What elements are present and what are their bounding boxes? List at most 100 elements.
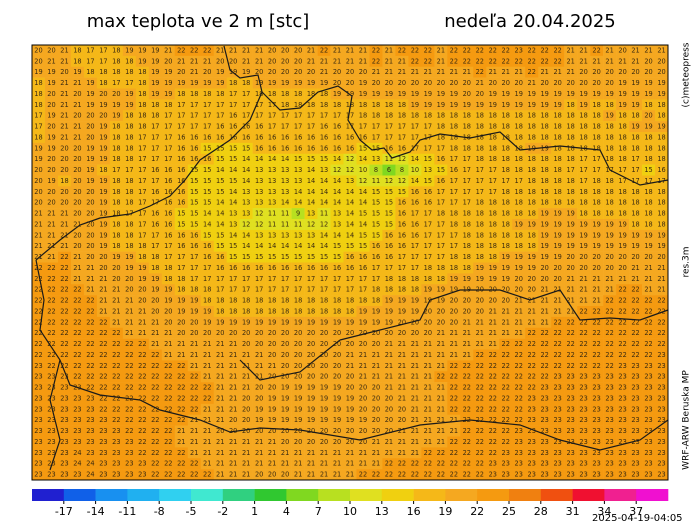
grid-cell xyxy=(356,403,370,416)
cell-value: 20 xyxy=(255,471,263,479)
grid-cell xyxy=(96,110,111,122)
cell-value: 17 xyxy=(579,177,587,185)
cell-value: 19 xyxy=(268,394,276,402)
cell-value: 20 xyxy=(281,427,289,435)
cell-value: 21 xyxy=(618,275,626,283)
cell-value: 17 xyxy=(398,123,406,131)
cell-value: 16 xyxy=(242,123,250,131)
cell-value: 22 xyxy=(385,460,393,468)
cell-value: 15 xyxy=(424,177,432,185)
cell-value: 21 xyxy=(579,46,587,54)
grid-cell xyxy=(629,88,643,100)
cell-value: 21 xyxy=(566,307,574,315)
cell-value: 18 xyxy=(242,79,250,87)
cell-value: 21 xyxy=(203,340,211,348)
cell-value: 21 xyxy=(60,101,68,109)
cell-value: 21 xyxy=(657,264,665,272)
grid-cell xyxy=(44,186,59,198)
cell-value: 22 xyxy=(372,46,380,54)
grid-cell xyxy=(460,121,474,133)
grid-cell xyxy=(486,55,500,68)
cell-value: 16 xyxy=(359,253,367,261)
grid-cell xyxy=(122,425,137,437)
cell-value: 20 xyxy=(242,340,250,348)
grid-cell xyxy=(395,164,409,176)
cell-value: 20 xyxy=(359,394,367,402)
cell-value: 21 xyxy=(216,460,224,468)
cell-value: 17 xyxy=(216,275,224,283)
cell-value: 20 xyxy=(333,373,341,381)
cell-value: 17 xyxy=(294,275,302,283)
cell-value: 21 xyxy=(60,46,68,54)
grid-cell xyxy=(603,77,617,89)
grid-cell xyxy=(369,436,383,448)
cell-value: 21 xyxy=(424,384,432,392)
grid-cell xyxy=(135,229,150,242)
grid-cell xyxy=(408,55,422,68)
grid-cell xyxy=(408,208,422,220)
grid-cell xyxy=(343,251,357,263)
grid-cell xyxy=(239,240,253,252)
cell-value: 18 xyxy=(592,144,600,152)
cell-value: 17 xyxy=(515,177,523,185)
grid-cell xyxy=(278,306,292,318)
grid-cell xyxy=(174,327,189,339)
cell-value: 21 xyxy=(216,394,224,402)
grid-cell xyxy=(226,121,240,133)
grid-cell xyxy=(265,153,279,165)
grid-cell xyxy=(486,469,500,481)
cell-value: 18 xyxy=(476,123,484,131)
cell-value: 18 xyxy=(242,297,250,305)
grid-cell xyxy=(512,382,526,394)
cell-value: 15 xyxy=(190,220,198,228)
grid-cell xyxy=(460,382,474,394)
grid-cell xyxy=(304,360,318,372)
cell-value: 22 xyxy=(112,416,120,424)
cell-value: 17 xyxy=(333,112,341,120)
cell-value: 21 xyxy=(177,438,185,446)
grid-cell xyxy=(83,164,98,176)
cell-value: 20 xyxy=(151,297,159,305)
cell-value: 22 xyxy=(502,351,510,359)
grid-cell xyxy=(330,273,344,285)
cell-value: 20 xyxy=(476,297,484,305)
grid-cell xyxy=(642,99,656,111)
cell-value: 22 xyxy=(60,318,68,326)
grid-cell xyxy=(525,99,539,111)
grid-cell xyxy=(447,175,461,187)
grid-cell xyxy=(278,219,292,231)
grid-cell xyxy=(187,273,202,285)
grid-cell xyxy=(174,338,189,350)
cell-value: 20 xyxy=(372,416,380,424)
grid-cell xyxy=(187,403,202,416)
grid-cell xyxy=(239,175,253,187)
grid-cell xyxy=(226,262,240,274)
cell-value: 20 xyxy=(99,112,107,120)
cell-value: 21 xyxy=(216,340,224,348)
grid-cell xyxy=(135,436,150,448)
cell-value: 17 xyxy=(86,57,94,65)
grid-cell xyxy=(473,316,487,329)
grid-cell xyxy=(434,371,448,383)
cell-value: 21 xyxy=(177,340,185,348)
grid-cell xyxy=(460,425,474,437)
cell-value: 21 xyxy=(307,460,315,468)
grid-cell xyxy=(265,371,279,383)
cell-value: 18 xyxy=(515,166,523,174)
grid-cell xyxy=(109,142,124,155)
cell-value: 20 xyxy=(73,155,81,163)
cell-value: 20 xyxy=(112,90,120,98)
grid-cell xyxy=(577,425,591,437)
grid-cell xyxy=(603,99,617,111)
cell-value: 21 xyxy=(411,427,419,435)
grid-cell xyxy=(486,77,500,89)
cell-value: 19 xyxy=(294,394,302,402)
cell-value: 22 xyxy=(463,471,471,479)
grid-cell xyxy=(460,349,474,361)
cell-value: 21 xyxy=(424,394,432,402)
cell-value: 22 xyxy=(47,297,55,305)
grid-cell xyxy=(200,393,215,405)
grid-cell xyxy=(252,316,266,329)
grid-cell xyxy=(213,327,227,339)
cell-value: 19 xyxy=(540,101,548,109)
